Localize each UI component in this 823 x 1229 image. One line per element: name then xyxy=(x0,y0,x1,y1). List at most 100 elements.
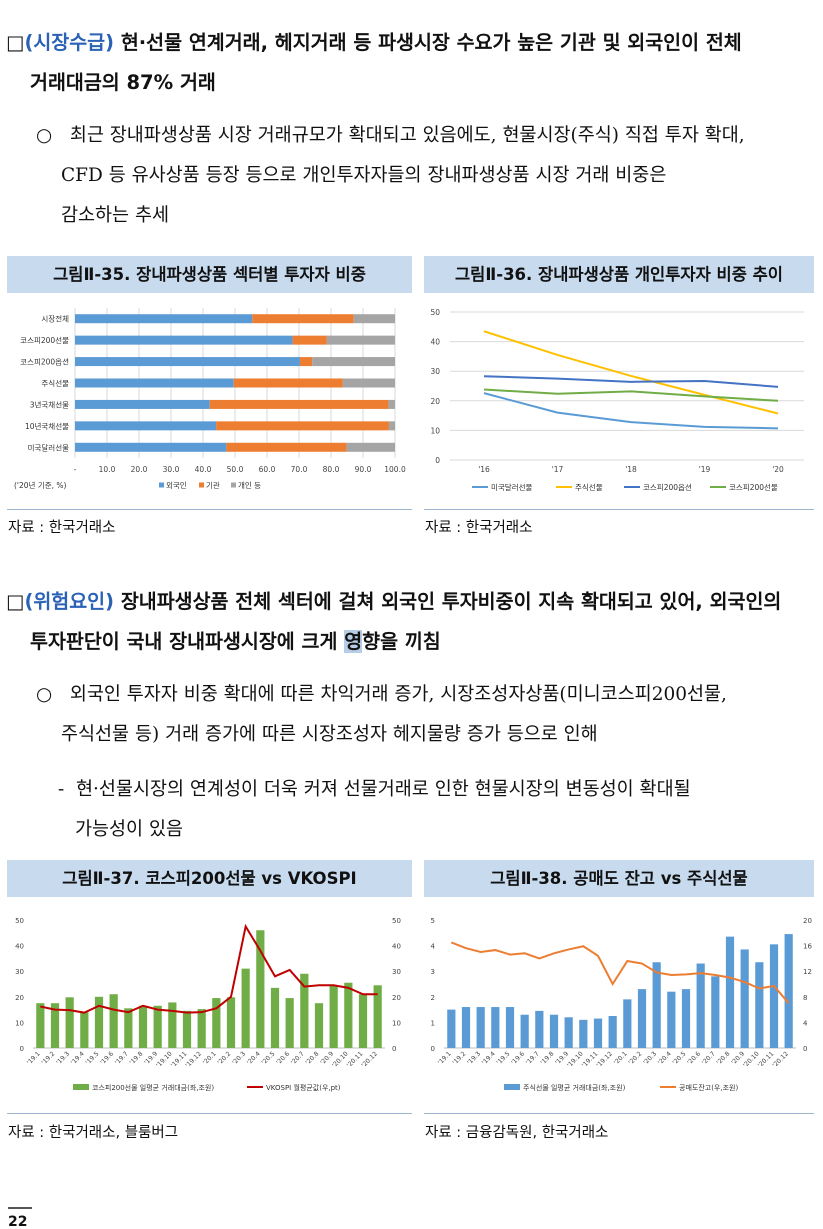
series-line xyxy=(483,392,779,430)
bar xyxy=(373,985,382,1048)
checkbox-square-icon: □ xyxy=(6,31,25,54)
y-left-tick-label: 20 xyxy=(15,994,24,1002)
checkbox-square-icon: □ xyxy=(6,590,25,613)
x-tick-label: '20.7 xyxy=(290,1050,306,1066)
section-2-dash-line2: 가능성이 있음 xyxy=(75,819,184,840)
bar xyxy=(696,963,705,1048)
bar xyxy=(285,998,294,1048)
bar xyxy=(549,1014,559,1048)
section-2-bullet: ○ 외국인 투자자 비중 확대에 따른 차익거래 증가, 시장조성자상품(미니코… xyxy=(36,675,822,755)
x-tick-label: '19.8 xyxy=(129,1050,145,1066)
x-tick-label: '18 xyxy=(625,465,637,474)
x-tick-label: '19.2 xyxy=(452,1050,468,1066)
bar xyxy=(520,1014,529,1048)
y-right-tick-label: 4 xyxy=(803,1019,808,1027)
x-tick-label: '20.2 xyxy=(628,1050,644,1066)
bar xyxy=(608,1016,617,1048)
y-right-tick-label: 30 xyxy=(392,968,401,976)
y-left-tick-label: 3 xyxy=(431,968,435,976)
bar xyxy=(564,1017,573,1048)
legend-label: 외국인 xyxy=(166,480,187,490)
bar-segment xyxy=(312,357,395,367)
bar-segment xyxy=(326,335,395,345)
x-tick-label: '19.5 xyxy=(496,1050,512,1066)
x-tick-label: '20.5 xyxy=(261,1050,277,1066)
x-tick-label: 30.0 xyxy=(163,465,180,474)
figure-37-divider xyxy=(7,1113,412,1114)
circle-bullet-icon: ○ xyxy=(36,684,53,705)
y-left-tick-label: 50 xyxy=(15,917,24,925)
series-line xyxy=(483,388,779,402)
x-tick-label: '19.6 xyxy=(99,1050,115,1066)
bar xyxy=(667,991,676,1048)
figure-36-title: 그림Ⅱ-36. 장내파생상품 개인투자자 비중 추이 xyxy=(424,256,814,293)
x-tick-label: '20.4 xyxy=(246,1050,262,1066)
section-2-headline-line1: 장내파생상품 전체 섹터에 걸쳐 외국인 투자비중이 지속 확대되고 있어, 외… xyxy=(114,590,782,613)
figure-35-title: 그림Ⅱ-35. 장내파생상품 섹터별 투자자 비중 xyxy=(7,256,412,293)
bar xyxy=(109,994,118,1048)
y-tick-label: 30 xyxy=(430,367,440,376)
bar xyxy=(461,1007,471,1048)
bar xyxy=(314,1003,324,1048)
figure-35-divider xyxy=(7,509,412,510)
x-tick-label: 10.0 xyxy=(99,465,116,474)
bar-segment xyxy=(75,378,234,388)
bar xyxy=(124,1008,133,1048)
x-tick-label: '19.8 xyxy=(540,1050,556,1066)
series-line xyxy=(483,375,779,388)
bar-segment xyxy=(75,421,217,431)
section-1-headline-line2: 거래대금의 87% 거래 xyxy=(30,71,216,94)
bar xyxy=(535,1010,544,1048)
y-right-tick-label: 40 xyxy=(392,943,401,951)
x-tick-label: 40.0 xyxy=(195,465,212,474)
bar xyxy=(711,976,720,1048)
bar-segment xyxy=(388,421,395,431)
chart-35-sector-investor-share: - 10.0 20.0 30.0 40.0 50.0 60.0 70.0 80.0 90.0 100… xyxy=(14,308,406,490)
section-1-bullet: ○ 최근 장내파생상품 시장 거래규모가 확대되고 있음에도, 현물시장(주식)… xyxy=(36,116,822,236)
x-tick-label: '19 xyxy=(699,465,711,474)
bar xyxy=(226,997,236,1048)
bar xyxy=(637,989,647,1048)
chart-38-short-balance-vs-stock-futures: 012345048121620'19.1'19.2'19.3'19.4'19.5… xyxy=(431,917,813,1092)
legend-label: 코스피200옵션 xyxy=(643,482,692,492)
selected-text-highlight[interactable]: 영 xyxy=(344,630,363,653)
x-tick-label: '19.12 xyxy=(595,1050,614,1069)
x-tick-label: '19.3 xyxy=(466,1050,482,1066)
y-left-tick-label: 0 xyxy=(20,1045,24,1053)
figure-35-source: 자료 : 한국거래소 xyxy=(8,520,116,536)
x-tick-label: '20.8 xyxy=(305,1050,321,1066)
x-tick-label: '19.7 xyxy=(525,1050,541,1066)
section-1-headline: □(시장수급) 현·선물 연계거래, 헤지거래 등 파생시장 수요가 높은 기관… xyxy=(6,23,821,103)
figure-37-source: 자료 : 한국거래소, 블룸버그 xyxy=(8,1125,179,1141)
bar xyxy=(270,987,280,1048)
category-label: 시장전체 xyxy=(41,314,69,324)
chart-36-retail-share-trend: 0 10 20 30 40 50 '16 '17 '18 '19 '20 미국달러선물 주식선물 코스피2… xyxy=(430,308,804,492)
x-tick-label: '19.3 xyxy=(55,1050,71,1066)
x-tick-label: 50.0 xyxy=(227,465,244,474)
section-2-headline-line2b: 향을 끼침 xyxy=(362,630,441,653)
bar xyxy=(212,998,221,1048)
legend-label: 코스피200선물 일평균 거래대금(좌,조원) xyxy=(92,1083,214,1092)
section-2-bullet-line2: 주식선물 등) 거래 증가에 따른 시장조성자 헤지물량 증가 등으로 인해 xyxy=(61,724,598,745)
bar-segment xyxy=(75,399,210,409)
category-label: 3년국채선물 xyxy=(30,399,69,409)
bar xyxy=(740,949,749,1048)
section-1-label: (시장수급) xyxy=(24,31,115,54)
figure-38-divider xyxy=(424,1113,814,1114)
bar-segment xyxy=(252,314,354,324)
x-tick-label: '17 xyxy=(552,465,564,474)
x-tick-label: '20.12 xyxy=(771,1050,790,1069)
bar xyxy=(579,1019,588,1048)
y-right-tick-label: 10 xyxy=(392,1019,401,1027)
bar xyxy=(593,1018,603,1048)
bar-segment xyxy=(209,399,389,409)
x-tick-label: '20.1 xyxy=(613,1050,629,1066)
x-tick-label: 70.0 xyxy=(291,465,308,474)
x-tick-label: '20.4 xyxy=(657,1050,673,1066)
x-tick-label: '19.6 xyxy=(510,1050,526,1066)
y-tick-label: 0 xyxy=(435,456,440,465)
figure-36-source: 자료 : 한국거래소 xyxy=(425,520,533,536)
x-tick-label: '19.2 xyxy=(41,1050,57,1066)
bar xyxy=(36,1003,45,1048)
y-right-tick-label: 20 xyxy=(803,917,812,925)
